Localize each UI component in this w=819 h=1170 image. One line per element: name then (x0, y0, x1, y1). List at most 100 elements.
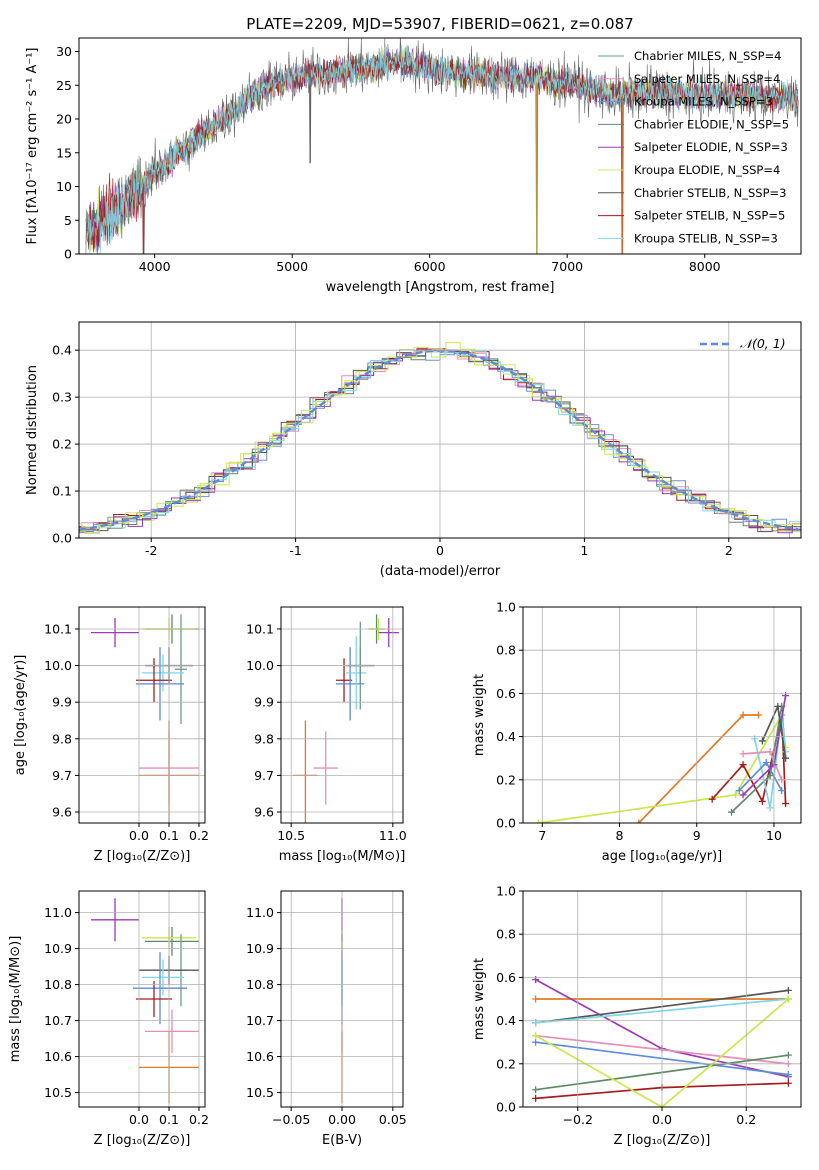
y-tick-label: 0.4 (496, 729, 516, 744)
errorbar-point (175, 614, 187, 725)
x-tick-label: 0.1 (159, 1112, 179, 1127)
weight-marker (766, 748, 774, 756)
y-tick-label: 9.7 (254, 768, 274, 783)
weight-marker (739, 761, 747, 769)
y-tick-label: 11.0 (246, 905, 274, 920)
x-tick-label: 6000 (414, 259, 446, 274)
x-axis-label: Z [log₁₀(Z/Z⊙)] (94, 1133, 191, 1148)
y-tick-label: 0.6 (496, 970, 516, 985)
y-tick-label: 20 (56, 112, 72, 127)
y-tick-label: 9.9 (254, 695, 274, 710)
legend-label: Chabrier ELODIE, N_SSP=5 (634, 117, 789, 131)
x-tick-label: 7 (538, 828, 546, 843)
y-axis-label: Flux [fλ10⁻¹⁷ erg cm⁻² s⁻¹ A⁻¹] (25, 48, 40, 245)
errorbar-point (91, 898, 139, 942)
x-tick-label: 0.00 (328, 1112, 356, 1127)
legend-label: 𝒩(0, 1) (740, 336, 786, 351)
y-tick-label: 1.0 (496, 600, 516, 615)
y-tick-label: 10.9 (44, 941, 72, 956)
legend-label: Chabrier STELIB, N_SSP=3 (634, 186, 786, 200)
y-tick-label: 10.1 (44, 621, 72, 636)
weight-marker (782, 800, 790, 808)
x-axis-label: wavelength [Angstrom, rest frame] (326, 280, 555, 295)
weight-marker (755, 711, 763, 719)
x-tick-label: 0.0 (129, 1112, 149, 1127)
x-tick-label: 5000 (276, 259, 308, 274)
errorbar-point (136, 647, 184, 721)
errorbar-point (136, 981, 172, 1017)
y-tick-label: 0.2 (496, 1056, 516, 1071)
panel-age-vs-mass: 10.5 11.0 9.6 9.7 9.8 9.9 10.0 10.1 mass [log₁₀(… (246, 606, 407, 864)
weight-marker (784, 1051, 792, 1059)
weight-marker (782, 754, 790, 762)
weight-marker (784, 986, 792, 994)
x-axis-label: Z [log₁₀(Z/Z⊙)] (614, 1133, 711, 1148)
y-tick-label: 9.9 (52, 695, 72, 710)
weight-marker (739, 791, 747, 799)
panel-weight-vs-Z: −0.2 0.0 0.2 0.0 0.2 0.4 0.6 0.8 1.0 Z [log₁₀(Z/Z… (472, 884, 802, 1148)
axes-frame (522, 606, 802, 824)
y-axis-label: mass weight (472, 958, 487, 1040)
y-tick-label: 0.1 (52, 484, 72, 499)
y-axis-label: Normed distribution (25, 365, 40, 495)
legend-label: Kroupa STELIB, N_SSP=3 (634, 231, 778, 245)
y-tick-label: 9.6 (254, 805, 274, 820)
y-tick-label: 10.0 (246, 658, 274, 673)
y-tick-label: 1.0 (496, 884, 516, 899)
x-tick-label: 0.2 (736, 1112, 756, 1127)
y-tick-label: 30 (56, 44, 72, 59)
panel-weight-vs-age: 7 8 9 10 0.0 0.2 0.4 0.6 0.8 1.0 age [log₁₀(age/yr… (472, 600, 802, 864)
y-tick-label: 15 (56, 145, 72, 160)
weight-marker (778, 787, 786, 795)
weight-marker (534, 819, 542, 823)
weight-marker (731, 791, 739, 799)
errorbar-point (142, 654, 184, 692)
x-axis-label: mass [log₁₀(M/M⊙)] (279, 849, 406, 864)
x-tick-label: 1 (580, 543, 588, 558)
y-tick-label: 0 (64, 247, 72, 262)
y-tick-label: 10.6 (246, 1049, 274, 1064)
axes-frame (78, 890, 206, 1108)
y-tick-label: 10 (56, 179, 72, 194)
x-tick-label: 0.1 (159, 828, 179, 843)
x-tick-label: 10 (766, 828, 782, 843)
panel-mass-vs-ebv: −0.05 0.00 0.05 10.5 10.6 10.7 10.8 10.9 11.0 E(B… (246, 890, 407, 1148)
legend-label: Kroupa ELODIE, N_SSP=4 (634, 163, 780, 177)
x-tick-label: −0.2 (563, 1112, 593, 1127)
y-tick-label: 10.7 (44, 1013, 72, 1028)
y-tick-label: 0.4 (496, 1013, 516, 1028)
y-tick-label: 11.0 (44, 905, 72, 920)
legend-label: Salpeter ELODIE, N_SSP=3 (634, 140, 788, 154)
weight-marker (532, 1094, 540, 1102)
plot-area (85, 38, 799, 254)
y-tick-label: 10.8 (246, 977, 274, 992)
legend-label: Salpeter MILES, N_SSP=4 (634, 72, 780, 86)
x-axis-label: Z [log₁₀(Z/Z⊙)] (94, 849, 191, 864)
weight-marker (762, 759, 770, 767)
x-axis-label: age [log₁₀(age/yr)] (602, 849, 723, 864)
legend-label: Salpeter STELIB, N_SSP=5 (634, 209, 785, 223)
y-tick-label: 9.7 (52, 768, 72, 783)
y-tick-label: 10.1 (246, 621, 274, 636)
weight-marker (758, 797, 766, 805)
y-tick-label: 0.0 (496, 816, 516, 831)
x-tick-label: -1 (289, 543, 301, 558)
y-tick-label: 10.8 (44, 977, 72, 992)
weight-marker (766, 804, 774, 812)
y-tick-label: 0.0 (52, 531, 72, 546)
y-axis-label: mass [log₁₀(M/M⊙)] (8, 936, 23, 1063)
errorbar-point (145, 1009, 199, 1053)
spectrum-series-6 (85, 38, 799, 254)
y-tick-label: 0.2 (52, 437, 72, 452)
errorbar-point (145, 927, 199, 956)
y-tick-label: 0.3 (52, 390, 72, 405)
errorbar-point (313, 731, 338, 805)
weight-marker (774, 702, 782, 710)
x-tick-label: 9 (693, 828, 701, 843)
y-tick-label: 5 (64, 213, 72, 228)
axes-frame (280, 606, 404, 824)
panel-mass-vs-Z: 0.0 0.1 0.2 10.5 10.6 10.7 10.8 10.9 11.0 Z [log₁… (8, 890, 209, 1148)
legend-label: Chabrier MILES, N_SSP=4 (634, 49, 781, 63)
legend-label: Kroupa MILES, N_SSP=3 (634, 95, 773, 109)
